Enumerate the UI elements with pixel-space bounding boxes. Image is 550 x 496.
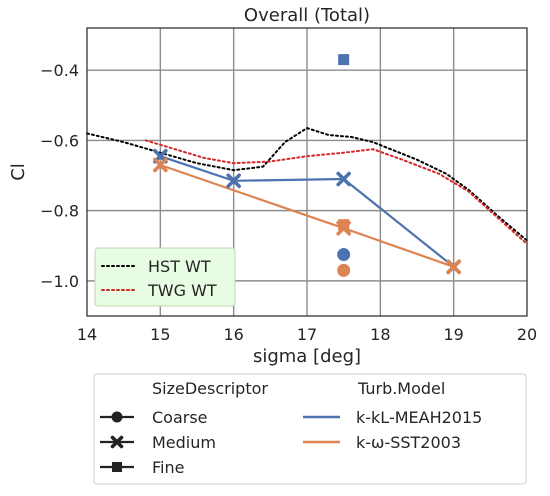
x-tick-label: 18 <box>370 325 390 344</box>
inner-legend-box <box>94 247 236 307</box>
y-tick-label: −0.4 <box>40 61 79 80</box>
data-point-medium-k-sst2003 <box>446 259 461 275</box>
y-axis-label: Cl <box>8 163 29 181</box>
marker-x-stroke <box>446 259 461 275</box>
y-tick-label: −0.8 <box>40 202 79 221</box>
x-tick-label: 15 <box>150 325 170 344</box>
plot-frame <box>86 27 528 317</box>
x-tick-label: 16 <box>223 325 243 344</box>
reference-line-twg-wt <box>144 139 528 245</box>
data-point-coarse-k-kl-meah2015 <box>337 248 351 262</box>
y-tick-label: −1.0 <box>40 272 79 291</box>
size-legend-label: Coarse <box>152 408 208 427</box>
model-legend-label: k-kL-MEAH2015 <box>356 408 482 427</box>
circle-marker-icon <box>111 411 123 423</box>
model-legend-title: Turb.Model <box>357 379 445 398</box>
outer-legend: SizeDescriptor Turb.Model Coarse Medium Fine… <box>93 373 527 485</box>
marker-x-stroke <box>226 173 241 189</box>
x-tick-label: 17 <box>297 325 317 344</box>
inner-legend-label: HST WT <box>148 257 211 276</box>
series-line-k-kl-meah2015 <box>159 155 455 268</box>
size-legend-title: SizeDescriptor <box>152 379 268 398</box>
tick-labels: 14 15 16 17 18 19 20 −0.4 −0.6 −0.8 −1.0 <box>40 61 537 344</box>
x-tick-label: 14 <box>77 325 97 344</box>
marker-x-stroke <box>336 171 351 187</box>
square-marker-icon <box>112 462 122 472</box>
data-point-medium-k-kl-meah2015 <box>226 173 241 189</box>
markers <box>153 54 461 277</box>
inner-legend: HST WT TWG WT <box>94 247 236 307</box>
data-point-fine-k-kl-meah2015 <box>338 54 350 66</box>
size-legend-label: Medium <box>152 433 216 452</box>
data-point-fine-k-sst2003 <box>338 219 350 231</box>
marker-x-stroke <box>110 435 124 449</box>
x-marker-icon <box>110 435 124 449</box>
y-tick-label: −0.6 <box>40 131 79 150</box>
size-legend-label: Fine <box>152 458 184 477</box>
data-point-medium-k-sst2003 <box>153 157 168 173</box>
x-axis-label: sigma [deg] <box>253 346 361 367</box>
reference-lines <box>86 127 528 245</box>
model-legend-label: k-ω-SST2003 <box>356 433 461 452</box>
x-tick-label: 20 <box>517 325 537 344</box>
marker-x-stroke <box>153 157 168 173</box>
reference-line-hst-wt <box>86 127 528 242</box>
outer-legend-box <box>93 373 527 485</box>
data-point-medium-k-kl-meah2015 <box>336 171 351 187</box>
x-tick-label: 19 <box>443 325 463 344</box>
chart-title: Overall (Total) <box>244 5 370 26</box>
inner-legend-label: TWG WT <box>147 281 217 300</box>
data-point-coarse-k-sst2003 <box>337 263 351 277</box>
